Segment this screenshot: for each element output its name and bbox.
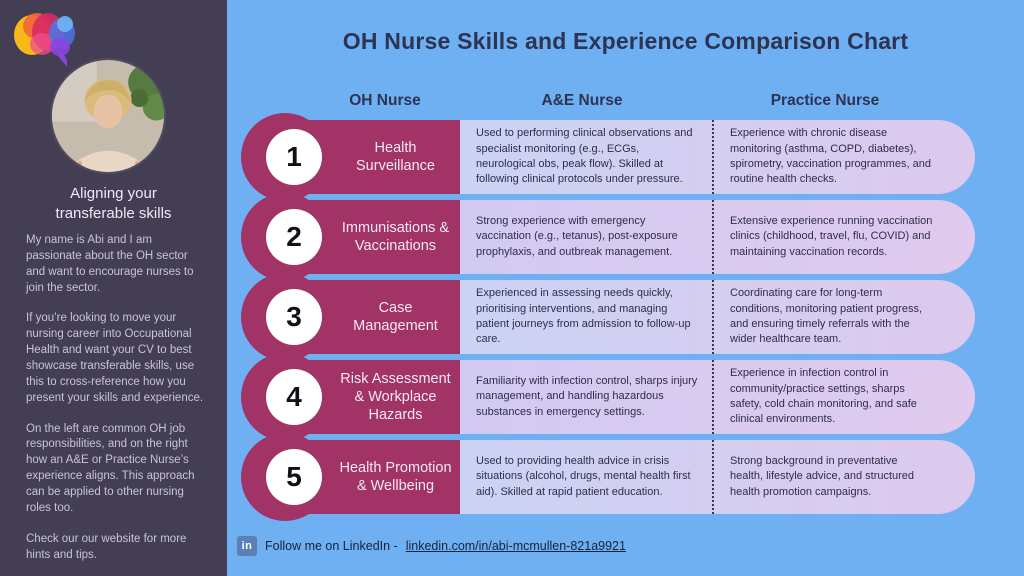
table-row: 5 Health Promotion & Wellbeing Used to p… [241,433,975,521]
table-row: 1 Health Surveillance Used to performing… [241,113,975,201]
skill-label: Health Surveillance [356,139,435,174]
sidebar: Aligning your transferable skills My nam… [0,0,227,576]
practice-nurse-cell: Coordinating care for long-term conditio… [712,280,975,354]
ae-nurse-cell: Strong experience with emergency vaccina… [460,200,712,274]
table-row: 3 Case Management Experienced in assessi… [241,273,975,361]
linkedin-icon: in [237,536,257,556]
footer-text: Follow me on LinkedIn - [265,539,398,553]
sidebar-paragraph: My name is Abi and I am passionate about… [26,234,194,294]
row-number-badge: 2 [266,209,322,265]
practice-nurse-text: Extensive experience running vaccination… [730,214,933,258]
skill-label: Case Management [353,299,438,334]
ae-nurse-cell: Used to providing health advice in crisi… [460,440,712,514]
column-header-oh-nurse: OH Nurse [349,92,421,109]
practice-nurse-cell: Experience with chronic disease monitori… [712,120,975,194]
skill-label-pill: 4 Risk Assessment & Workplace Hazards [241,353,460,441]
comparison-rows: 1 Health Surveillance Used to performing… [241,113,975,521]
practice-nurse-text: Experience with chronic disease monitori… [730,127,931,186]
skill-label: Immunisations & Vaccinations [341,219,450,254]
sidebar-paragraph: If you’re looking to move your nursing c… [26,312,204,404]
table-row: 2 Immunisations & Vaccinations Strong ex… [241,193,975,281]
row-descriptions: Used to performing clinical observations… [460,120,975,194]
row-number-badge: 4 [266,369,322,425]
ae-nurse-cell: Used to performing clinical observations… [460,120,712,194]
linkedin-link[interactable]: linkedin.com/in/abi-mcmullen-821a9921 [405,539,626,553]
skill-label-pill: 3 Case Management [241,273,460,361]
ae-nurse-text: Familiarity with infection control, shar… [476,374,698,418]
skill-label: Health Promotion & Wellbeing [339,459,452,494]
ae-nurse-text: Used to performing clinical observations… [476,127,693,186]
row-number-badge: 1 [266,129,322,185]
sidebar-intro: My name is Abi and I am passionate about… [26,233,204,576]
practice-nurse-text: Coordinating care for long-term conditio… [730,287,922,346]
ae-nurse-text: Used to providing health advice in crisi… [476,454,691,498]
profile-photo [52,60,164,172]
ae-nurse-text: Strong experience with emergency vaccina… [476,214,678,258]
page-title: OH Nurse Skills and Experience Compariso… [342,28,909,54]
row-descriptions: Familiarity with infection control, shar… [460,360,975,434]
row-number-badge: 3 [266,289,322,345]
ae-nurse-text: Experienced in assessing needs quickly, … [476,287,691,346]
row-descriptions: Strong experience with emergency vaccina… [460,200,975,274]
ae-nurse-cell: Familiarity with infection control, shar… [460,360,712,434]
row-descriptions: Experienced in assessing needs quickly, … [460,280,975,354]
practice-nurse-cell: Extensive experience running vaccination… [712,200,975,274]
skill-label-pill: 5 Health Promotion & Wellbeing [241,433,460,521]
column-header-ae-nurse: A&E Nurse [541,92,623,109]
skill-label: Risk Assessment & Workplace Hazards [340,370,451,424]
sidebar-paragraph: On the left are common OH job responsibi… [26,422,195,514]
sidebar-paragraph: Check our our website for more hints and… [26,532,187,561]
sidebar-heading-text: Aligning your transferable skills [55,185,172,223]
footer: in Follow me on LinkedIn - linkedin.com/… [237,536,626,556]
comparison-chart: OH Nurse Skills and Experience Compariso… [227,0,1024,576]
practice-nurse-cell: Experience in infection control in commu… [712,360,975,434]
column-header-practice-nurse: Practice Nurse [770,92,880,109]
brain-logo-icon [14,13,75,67]
skill-label-pill: 1 Health Surveillance [241,113,460,201]
skill-label-pill: 2 Immunisations & Vaccinations [241,193,460,281]
row-number-badge: 5 [266,449,322,505]
practice-nurse-cell: Strong background in preventative health… [712,440,975,514]
table-row: 4 Risk Assessment & Workplace Hazards Fa… [241,353,975,441]
row-descriptions: Used to providing health advice in crisi… [460,440,975,514]
practice-nurse-text: Experience in infection control in commu… [730,367,917,426]
practice-nurse-text: Strong background in preventative health… [730,454,915,498]
ae-nurse-cell: Experienced in assessing needs quickly, … [460,280,712,354]
sidebar-heading: Aligning your transferable skills [0,184,227,225]
